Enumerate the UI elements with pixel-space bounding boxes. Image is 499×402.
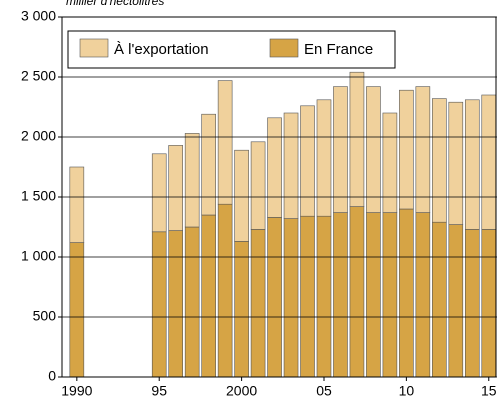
bar-segment xyxy=(349,206,365,378)
bar-segment xyxy=(432,98,447,223)
bar-segment xyxy=(267,217,282,378)
bar-segment xyxy=(333,212,348,378)
bar-segment xyxy=(464,99,480,230)
bar-segment xyxy=(250,229,266,378)
legend-box xyxy=(67,30,396,69)
bar-segment xyxy=(201,214,216,378)
bar-segment xyxy=(151,153,167,233)
chart-subtitle: millier d'hectolitres xyxy=(66,0,164,8)
legend-label: En France xyxy=(304,41,373,58)
y-tick-label: 1 000 xyxy=(21,248,56,264)
bar-segment xyxy=(448,101,464,225)
x-tick-label: 05 xyxy=(316,383,332,399)
bar-segment xyxy=(333,86,348,213)
y-tick-label: 500 xyxy=(33,308,57,324)
bar-segment xyxy=(217,203,233,378)
bar-segment xyxy=(234,149,249,242)
bar-segment xyxy=(382,212,398,378)
legend-swatch xyxy=(269,38,299,58)
bar-segment xyxy=(366,212,381,378)
bar-segment xyxy=(300,105,315,217)
bar-segment xyxy=(366,86,381,213)
bar-segment xyxy=(168,145,183,231)
x-tick-label: 1990 xyxy=(61,383,92,399)
y-tick-label: 0 xyxy=(48,368,56,384)
legend-swatch xyxy=(79,38,109,58)
bar-segment xyxy=(184,226,200,378)
bar-segment xyxy=(69,166,85,243)
x-tick-label: 2000 xyxy=(226,383,257,399)
bar-segment xyxy=(399,89,414,210)
y-tick-label: 1 500 xyxy=(21,188,56,204)
bar-segment xyxy=(316,215,332,378)
bar-segment xyxy=(217,80,233,205)
x-tick-label: 95 xyxy=(151,383,167,399)
bar-segment xyxy=(201,113,216,216)
bar-segment xyxy=(267,117,282,218)
bar-segment xyxy=(316,99,332,217)
bar-segment xyxy=(481,229,497,378)
bar-segment xyxy=(415,86,431,213)
bar-segment xyxy=(151,231,167,378)
bar-segment xyxy=(168,230,183,378)
y-tick-label: 2 500 xyxy=(21,68,56,84)
bar-segment xyxy=(283,112,299,219)
bar-segment xyxy=(481,94,497,230)
bar-segment xyxy=(300,215,315,378)
legend-label: À l'exportation xyxy=(114,41,209,58)
bar-segment xyxy=(184,133,200,228)
bar-segment xyxy=(464,229,480,378)
plot-frame xyxy=(61,16,497,378)
y-tick-label: 3 000 xyxy=(21,8,56,24)
bar-segment xyxy=(432,221,447,378)
bar-segment xyxy=(382,112,398,213)
bar-segment xyxy=(349,71,365,207)
bar-segment xyxy=(415,212,431,378)
bar-segment xyxy=(283,218,299,378)
bar-segment xyxy=(234,241,249,378)
bar-segment xyxy=(250,141,266,230)
y-tick-label: 2 000 xyxy=(21,128,56,144)
bar-segment xyxy=(448,224,464,378)
x-tick-label: 15 xyxy=(481,383,497,399)
bar-segment xyxy=(399,208,414,378)
x-tick-label: 10 xyxy=(399,383,415,399)
bar-segment xyxy=(69,242,85,378)
